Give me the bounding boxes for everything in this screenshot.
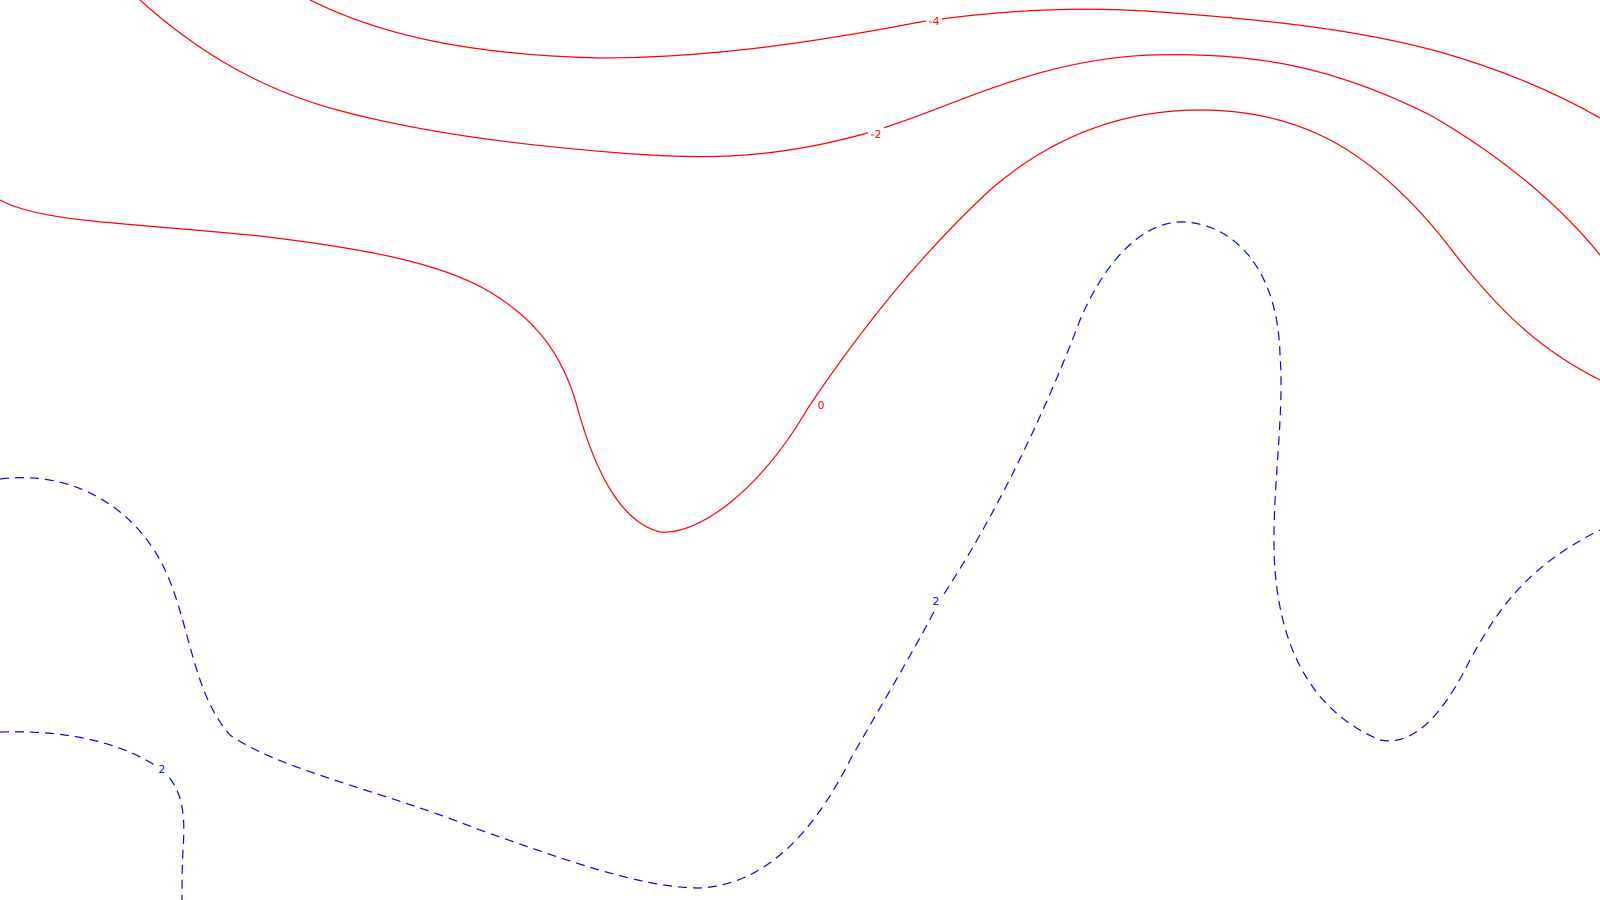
- svg-text:-4: -4: [929, 15, 940, 28]
- label-plus2-right: 2: [930, 595, 942, 610]
- contour-line-zero: [0, 109, 1600, 533]
- contour-line-minus4: [309, 0, 1600, 119]
- svg-text:2: 2: [933, 595, 940, 608]
- contour-line-plus2-left: [0, 731, 185, 900]
- label-zero: 0: [815, 399, 827, 414]
- svg-text:2: 2: [159, 763, 166, 776]
- label-minus4: -4: [926, 14, 942, 28]
- contour-line-plus2-right: [0, 221, 1600, 889]
- label-minus2: -2: [868, 127, 884, 141]
- svg-text:0: 0: [818, 399, 825, 412]
- svg-text:-2: -2: [871, 128, 882, 141]
- contour-line-minus2: [139, 0, 1600, 256]
- label-plus2-left: 2: [156, 762, 168, 776]
